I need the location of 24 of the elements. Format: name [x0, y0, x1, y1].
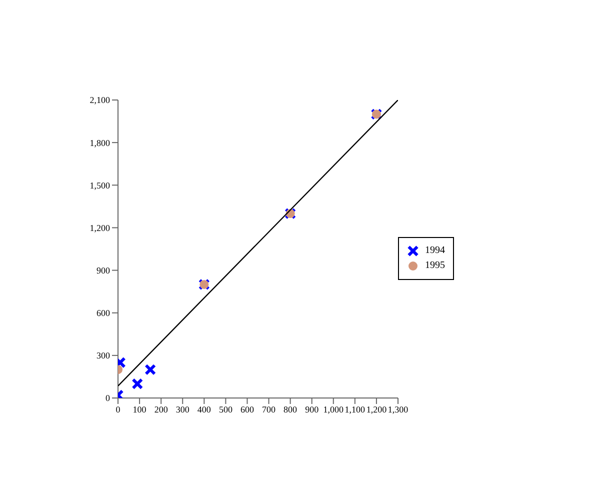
x-tick-label: 800 — [284, 404, 298, 414]
x-tick-label: 400 — [197, 404, 212, 414]
x-tick-label: 900 — [305, 404, 320, 414]
y-tick-label: 900 — [96, 265, 110, 276]
x-tick-label: 600 — [240, 404, 254, 414]
x-tick-label: 700 — [262, 404, 276, 414]
y-tick-label: 600 — [96, 308, 110, 318]
y-tick-label: 1,800 — [90, 138, 110, 148]
x-tick-label: 300 — [176, 404, 190, 414]
x-tick-label: 1,300 — [388, 404, 409, 414]
x-tick-label: 1,200 — [366, 404, 388, 414]
y-tick-label: 1,500 — [90, 180, 110, 190]
x-tick-label: 1,000 — [323, 404, 344, 414]
x-tick-label: 100 — [132, 404, 147, 414]
x-tick-label: 1,100 — [344, 404, 366, 414]
y-tick-label: 0 — [106, 393, 110, 404]
x-tick-label: 500 — [218, 404, 233, 414]
legend-label: 1994 — [425, 245, 445, 256]
x-tick-label: 200 — [154, 404, 168, 414]
x-tick-label: 0 — [116, 404, 121, 414]
y-tick-label: 2,100 — [90, 95, 110, 106]
legend-label: 1995 — [425, 260, 445, 271]
y-tick-label: 1,200 — [90, 222, 110, 233]
y-tick-label: 300 — [96, 350, 110, 361]
